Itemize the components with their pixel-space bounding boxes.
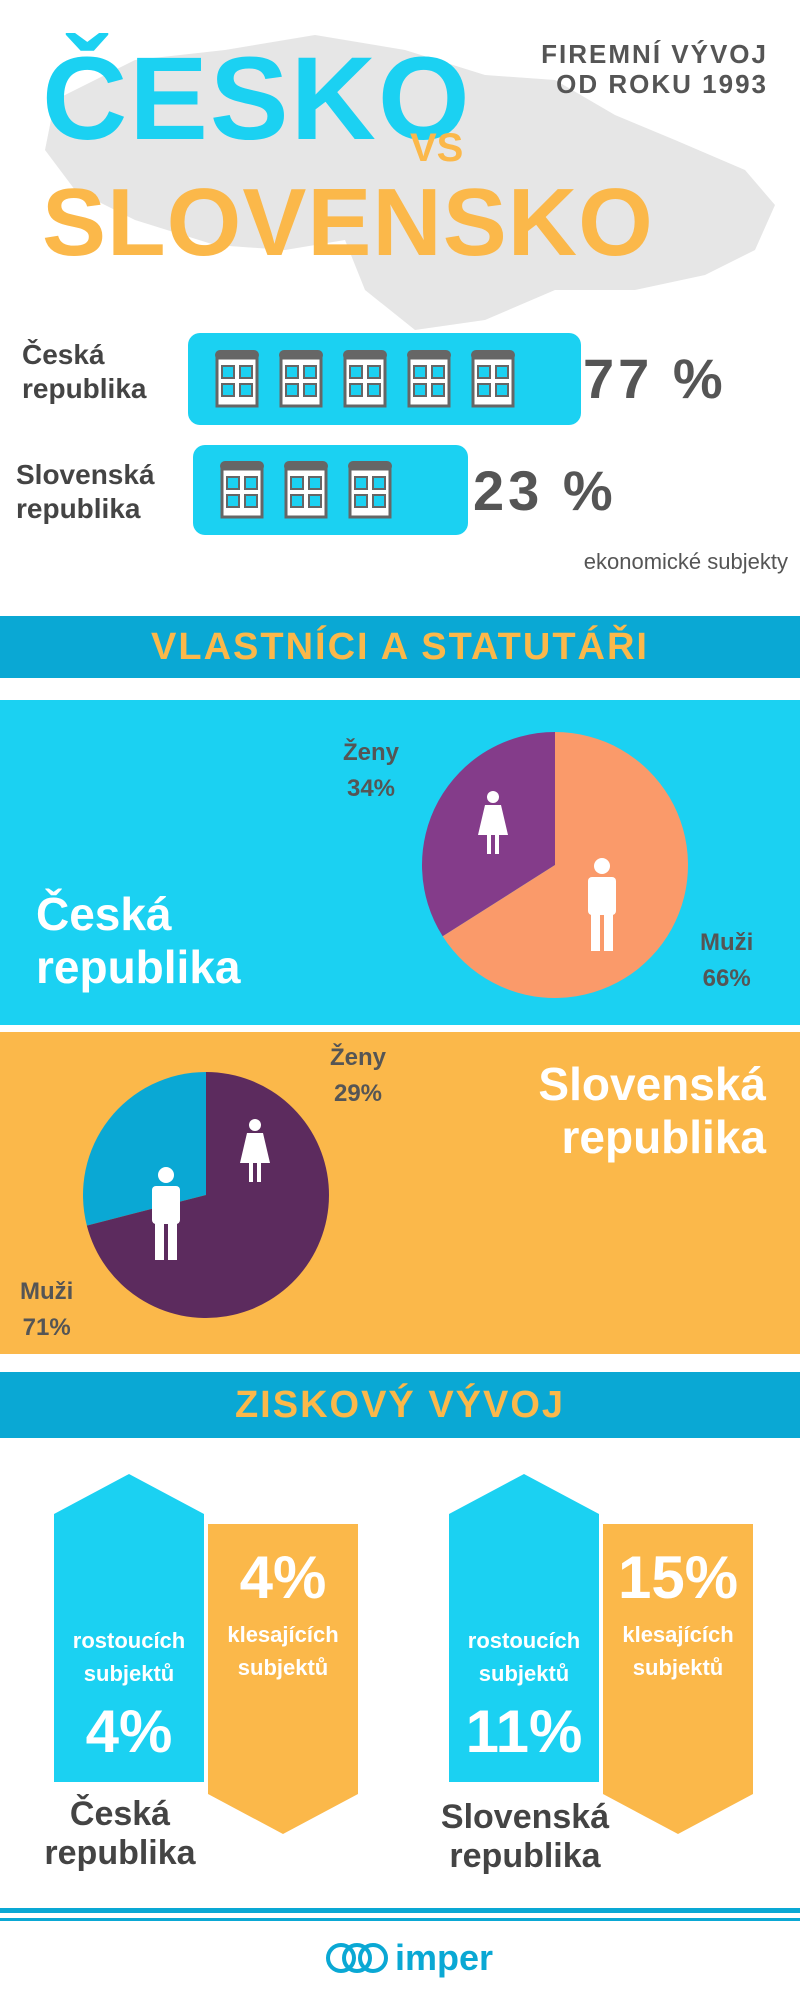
sk-owners-region: Slovenská republika	[538, 1058, 766, 1164]
cz-declining-value: 4%	[239, 1544, 327, 1611]
cz-owners-region: Česká republika	[36, 888, 241, 994]
sk-declining-card: 15% klesajících subjektů	[603, 1548, 753, 1684]
cz-declining-label-1: klesajících	[227, 1622, 339, 1647]
logo-text: imper	[395, 1937, 494, 1978]
map-silhouette	[45, 35, 775, 330]
cz-growing-label-2: subjektů	[83, 1661, 175, 1686]
section-profit-title: ZISKOVÝ VÝVOJ	[234, 1383, 566, 1426]
sk-gender-pie	[82, 1072, 329, 1318]
cz-men-name: Muži	[700, 929, 754, 956]
cz-subjects-label: Česká republika	[22, 338, 146, 405]
cz-women-value: 34%	[346, 775, 396, 802]
cz-women-label: Ženy 34%	[343, 735, 399, 807]
sk-men-label: Muži 71%	[20, 1274, 73, 1346]
sk-country-line-1: Slovenská	[440, 1798, 610, 1836]
sk-country-line-2: republika	[449, 1837, 601, 1876]
cz-growing-label-1: rostoucích	[72, 1628, 186, 1653]
cz-pie-slice-men	[442, 732, 688, 998]
building-icon	[471, 350, 515, 408]
cz-gender-pie	[422, 732, 688, 998]
sk-subjects-bar	[193, 445, 468, 535]
cz-subjects-value: 77 %	[583, 347, 727, 410]
title-cesko: ČESKO	[42, 33, 472, 165]
subjects-note: ekonomické subjekty	[583, 549, 788, 574]
cz-growing-arrow	[54, 1474, 204, 1782]
section-owners-banner: VLASTNÍCI A STATUTÁŘI	[0, 616, 800, 678]
sk-label-line-1: Slovenská	[16, 459, 155, 490]
sk-growing-card: rostoucích subjektů 11%	[449, 1624, 599, 1762]
building-icon	[220, 461, 264, 519]
cz-declining-arrow	[208, 1524, 358, 1834]
cz-declining-label-2: subjektů	[237, 1655, 329, 1680]
cz-men-label: Muži 66%	[700, 925, 753, 997]
sk-growing-arrow	[449, 1474, 599, 1782]
sk-pie-slice-men	[86, 1072, 329, 1318]
cz-region-line-2: republika	[36, 940, 241, 993]
sk-subjects-value: 23 %	[473, 459, 617, 522]
sk-subjects-label: Slovenská republika	[16, 458, 155, 525]
cz-country-line-1: Česká	[69, 1795, 171, 1833]
subtitle: FIREMNÍ VÝVOJ OD ROKU 1993	[541, 39, 768, 100]
sk-men-name: Muži	[20, 1278, 74, 1305]
subtitle-line-1: FIREMNÍ VÝVOJ	[541, 39, 768, 69]
man-icon	[152, 1167, 180, 1260]
sk-region-line-2: republika	[561, 1110, 766, 1163]
sk-growing-label-1: rostoucích	[467, 1628, 581, 1653]
sk-declining-value: 15%	[617, 1544, 739, 1611]
sk-declining-label-2: subjektů	[632, 1655, 724, 1680]
cz-growing-card: rostoucích subjektů 4%	[54, 1624, 204, 1762]
sk-men-value: 71%	[22, 1314, 71, 1341]
woman-icon	[478, 791, 508, 854]
sk-growing-value: 11%	[465, 1698, 583, 1765]
sk-profit-country: Slovenská republika	[420, 1798, 630, 1876]
subtitle-line-2: OD ROKU 1993	[556, 68, 768, 99]
cz-men-value: 66%	[702, 965, 751, 992]
footer-logo: imper	[325, 1937, 493, 1979]
sk-growing-label-2: subjektů	[478, 1661, 570, 1686]
imper-logo-icon	[326, 1943, 388, 1973]
sk-women-name: Ženy	[330, 1044, 387, 1071]
cz-label-line-1: Česká	[22, 339, 105, 370]
sk-declining-arrow	[603, 1524, 753, 1834]
cz-subjects-bar	[188, 333, 581, 425]
cz-growing-value: 4%	[85, 1698, 173, 1765]
woman-icon	[240, 1119, 270, 1182]
footer-rule-top	[0, 1908, 800, 1913]
section-owners-title: VLASTNÍCI A STATUTÁŘI	[151, 625, 649, 668]
building-icon	[215, 350, 259, 408]
cz-label-line-2: republika	[22, 372, 147, 404]
building-icon	[407, 350, 451, 408]
sk-women-value: 29%	[333, 1080, 383, 1107]
building-icon	[284, 461, 328, 519]
cz-women-name: Ženy	[343, 739, 400, 766]
building-icon	[279, 350, 323, 408]
cz-declining-card: 4% klesajících subjektů	[208, 1548, 358, 1684]
sk-declining-label-1: klesajících	[622, 1622, 734, 1647]
section-profit-banner: ZISKOVÝ VÝVOJ	[0, 1372, 800, 1438]
building-icon	[348, 461, 392, 519]
cz-country-line-2: republika	[44, 1834, 196, 1873]
title-vs: VS	[410, 126, 464, 170]
title-slovensko: SLOVENSKO	[42, 169, 654, 276]
man-icon	[588, 858, 616, 951]
cz-profit-country: Česká republika	[20, 1795, 220, 1873]
sk-label-line-2: republika	[16, 492, 141, 524]
cz-region-line-1: Česká	[36, 888, 172, 940]
building-icon	[343, 350, 387, 408]
footer-rule-bottom	[0, 1918, 800, 1921]
sk-women-label: Ženy 29%	[330, 1040, 386, 1112]
sk-region-line-1: Slovenská	[538, 1058, 766, 1110]
